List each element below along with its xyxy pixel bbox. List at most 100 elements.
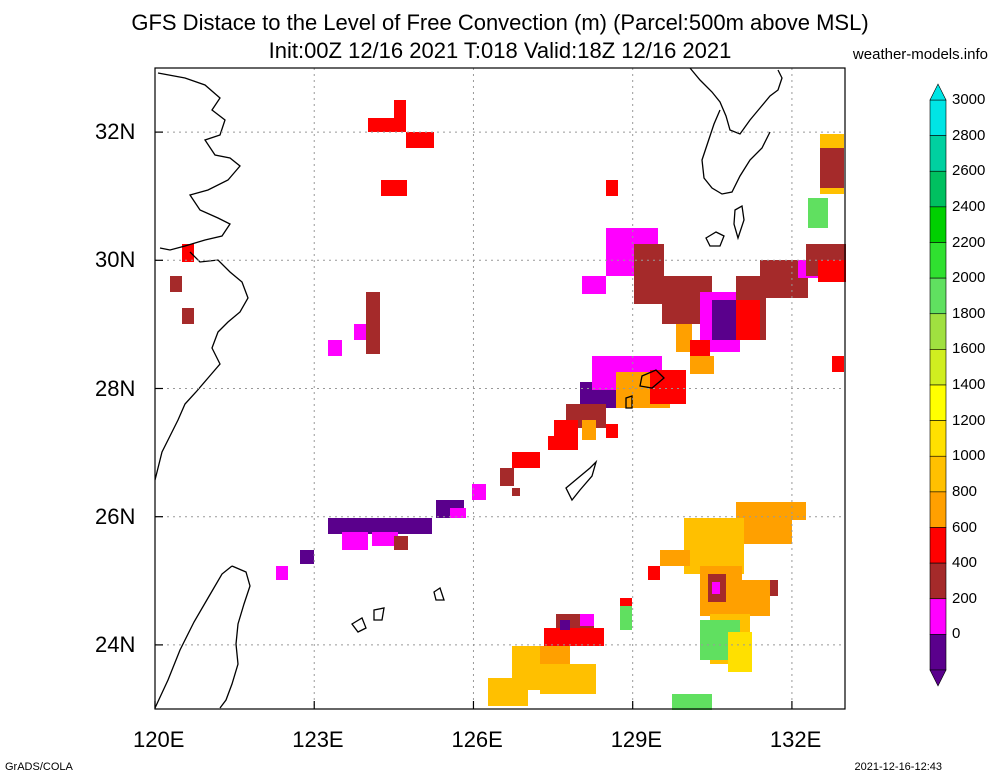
weather-cell (606, 180, 618, 196)
coastlines (154, 67, 783, 709)
weather-cell (342, 532, 368, 550)
footer-left: GrADS/COLA (5, 761, 73, 773)
colorbar-swatch (929, 384, 947, 421)
colorbar-swatch (929, 634, 947, 671)
colorbar-label: 800 (952, 482, 978, 500)
lon-label: 123E (292, 727, 344, 752)
weather-cell (650, 370, 686, 404)
colorbar-label: 1000 (952, 447, 986, 465)
lon-label: 126E (451, 727, 503, 752)
island-tanegashima (733, 204, 745, 241)
lat-label: 24N (95, 631, 136, 657)
colorbar-label: 2800 (952, 126, 986, 144)
weather-cell (560, 620, 570, 630)
weather-cell (381, 180, 407, 196)
weather-cell (328, 518, 432, 534)
colorbar-label: 1800 (952, 304, 986, 322)
lat-label: 32N (95, 119, 136, 145)
lat-label: 26N (95, 503, 136, 529)
page-title: GFS Distace to the Level of Free Convect… (131, 10, 869, 35)
weather-cell (406, 132, 434, 148)
weather-cell (582, 276, 606, 294)
weather-cell (736, 300, 760, 340)
weather-cell (690, 356, 714, 374)
colorbar-swatch (929, 277, 947, 315)
weather-cell (500, 468, 514, 486)
island-miyako (433, 586, 445, 601)
coastline-china (154, 72, 249, 481)
colorbar-label: 2400 (952, 197, 986, 215)
colorbar-swatch (929, 99, 947, 136)
weather-cell (472, 484, 486, 500)
colorbar (929, 83, 947, 687)
colorbar-label: 600 (952, 518, 978, 536)
weather-cell (728, 632, 752, 672)
colorbar-swatch (929, 206, 947, 243)
weather-cell (182, 308, 194, 324)
weather-cell (820, 148, 844, 188)
weather-cell (620, 598, 632, 606)
colorbar-swatch (929, 349, 947, 386)
weather-cell (712, 300, 736, 340)
weather-cell (606, 424, 618, 438)
island-amami (639, 369, 665, 389)
weather-cell (818, 260, 846, 282)
weather-cell (672, 694, 712, 710)
graticule (155, 68, 845, 709)
weather-cell (684, 518, 744, 574)
colorbar-swatch (929, 420, 947, 457)
colorbar-swatch (929, 562, 947, 600)
weather-cell (488, 678, 528, 706)
weather-cell (354, 324, 366, 340)
weather-cell (634, 244, 664, 304)
island-ishigaki (351, 607, 385, 633)
colorbar-label: 2000 (952, 269, 986, 287)
weather-cell (450, 508, 466, 518)
weather-cell (540, 664, 596, 694)
weather-cell (582, 420, 596, 440)
colorbar-label: 200 (952, 589, 978, 607)
colorbar-label: 2600 (952, 162, 986, 180)
axis-ticks (154, 131, 793, 709)
coastline-kyushu (689, 67, 783, 195)
weather-cell (300, 550, 314, 564)
island-okinawa (565, 459, 598, 502)
coastline-taiwan (154, 565, 251, 709)
weather-cell (368, 118, 406, 132)
colorbar-swatch (929, 455, 947, 493)
weather-cell (366, 292, 380, 354)
lon-label: 129E (610, 727, 663, 752)
weather-cell (648, 566, 660, 580)
weather-cell (676, 324, 692, 352)
lon-label: 120E (133, 727, 185, 752)
weather-cell (690, 340, 710, 358)
colorbar-label: 400 (952, 554, 978, 572)
weather-cell (328, 340, 342, 356)
colorbar-swatch (929, 313, 947, 350)
colorbar-label: 0 (952, 625, 961, 643)
weather-cell (832, 356, 844, 372)
weather-cell (394, 536, 408, 550)
weather-cell (808, 198, 828, 228)
colorbar-top-arrow (929, 83, 947, 101)
colorbar-label: 1200 (952, 411, 986, 429)
weather-cell (276, 566, 288, 580)
weather-cell (580, 614, 594, 626)
colorbar-swatch (929, 135, 947, 172)
page-subtitle: Init:00Z 12/16 2021 T:018 Valid:18Z 12/1… (268, 38, 732, 63)
colorbar-label: 1400 (952, 376, 986, 393)
weather-cell (736, 502, 806, 520)
colorbar-label: 2200 (952, 233, 986, 251)
colorbar-bottom-arrow (929, 669, 947, 687)
weather-cells (170, 100, 846, 710)
lon-label: 132E (769, 727, 822, 752)
colorbar-label: 3000 (952, 91, 986, 108)
island-yakushima (705, 231, 725, 247)
weather-cell (660, 550, 690, 566)
weather-cell (182, 244, 194, 262)
weather-cell (712, 582, 720, 594)
weather-cell (544, 628, 604, 646)
colorbar-swatch (929, 491, 947, 528)
weather-cell (740, 580, 770, 616)
